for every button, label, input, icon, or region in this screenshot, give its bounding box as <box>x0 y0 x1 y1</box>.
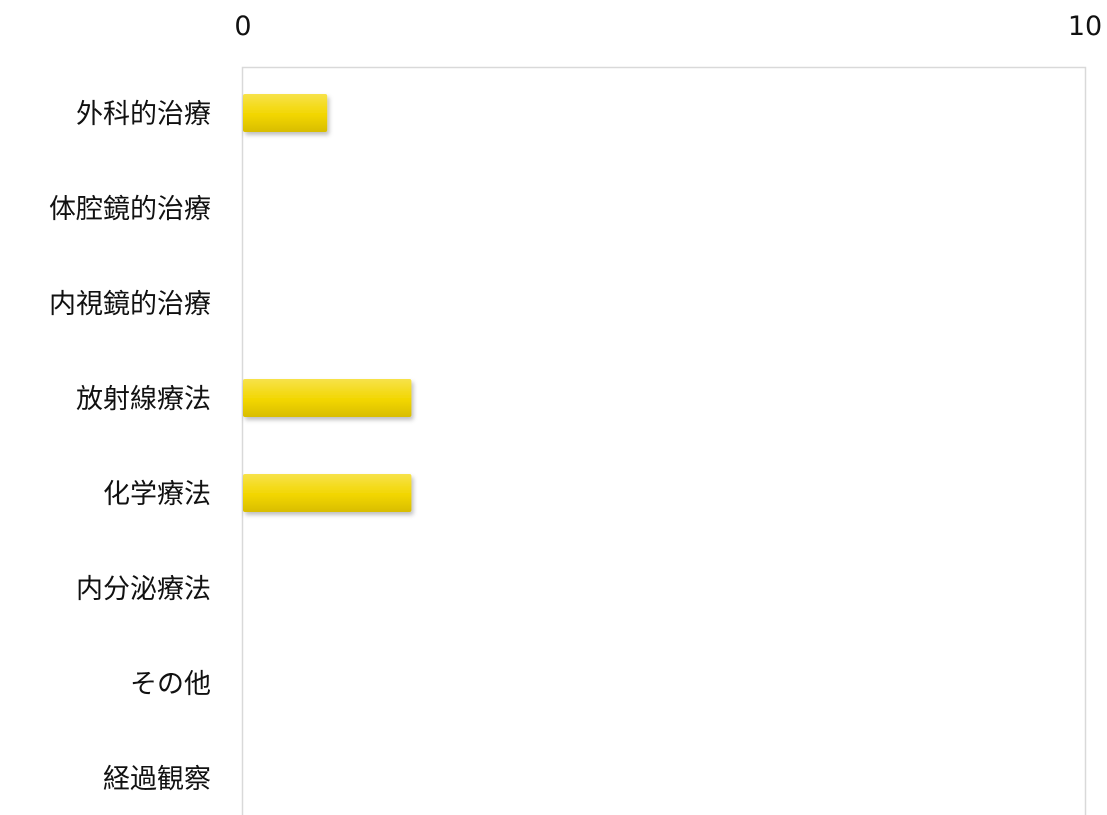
category-label: 内分泌療法 <box>76 574 211 605</box>
category-label: 内視鏡的治療 <box>49 289 211 320</box>
category-label: 体腔鏡的治療 <box>49 194 211 225</box>
bars <box>243 94 412 512</box>
x-tick-label: 10 <box>1068 11 1102 42</box>
category-label: その他 <box>130 669 211 700</box>
bar <box>243 474 412 512</box>
category-label: 外科的治療 <box>76 99 211 130</box>
bar <box>243 94 328 132</box>
x-tick-label: 0 <box>234 11 251 42</box>
category-label: 経過観察 <box>103 764 211 795</box>
category-label: 化学療法 <box>103 479 211 510</box>
plot-area-border <box>241 66 1087 815</box>
x-axis-ticks: 0 10 <box>234 11 1102 42</box>
category-label: 放射線療法 <box>76 384 211 415</box>
bar <box>243 379 412 417</box>
